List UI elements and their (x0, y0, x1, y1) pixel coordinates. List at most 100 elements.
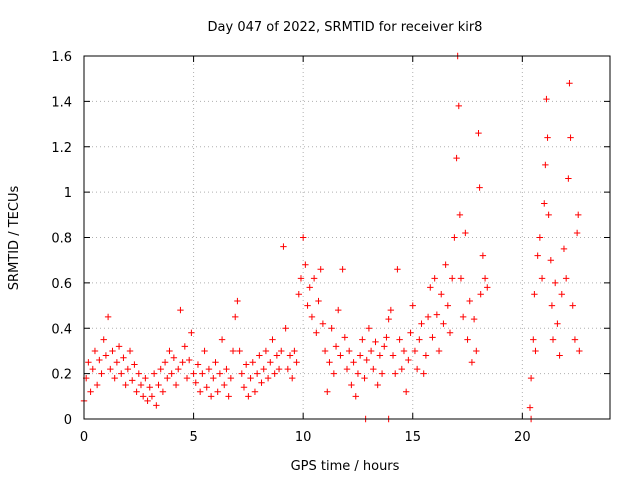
data-point-92 (282, 325, 289, 332)
data-point-14 (111, 374, 118, 382)
data-point-4 (89, 365, 96, 373)
data-point-90 (278, 347, 285, 355)
data-point-58 (207, 393, 215, 400)
data-point-21 (126, 347, 134, 355)
data-point-73 (240, 384, 248, 391)
data-point-40 (168, 370, 175, 377)
data-point-39 (166, 347, 173, 355)
data-point-75 (245, 393, 252, 400)
data-point-50 (190, 370, 197, 377)
data-point-133 (372, 338, 379, 346)
data-point-201 (547, 256, 555, 264)
data-point-95 (289, 374, 296, 382)
y-tick-label-3: 0.6 (51, 277, 72, 292)
data-point-17 (118, 370, 125, 377)
data-point-122 (348, 381, 355, 389)
data-point-179 (468, 359, 476, 366)
data-point-11 (104, 313, 112, 321)
data-point-93 (284, 365, 292, 373)
data-point-174 (457, 275, 465, 282)
data-point-117 (337, 352, 344, 359)
data-point-102 (304, 302, 311, 309)
y-tick-label-1: 0.2 (51, 368, 72, 383)
data-point-140 (387, 306, 395, 314)
data-point-82 (260, 365, 267, 373)
data-point-96 (291, 347, 298, 355)
data-point-87 (271, 370, 278, 377)
data-point-64 (221, 381, 228, 389)
data-point-149 (407, 329, 414, 336)
data-point-68 (229, 347, 237, 355)
data-point-205 (554, 320, 561, 327)
data-point-98 (295, 291, 302, 298)
data-point-27 (139, 393, 147, 400)
data-point-59 (210, 374, 217, 382)
data-point-112 (326, 359, 333, 366)
data-point-139 (385, 315, 392, 323)
data-point-7 (96, 356, 103, 364)
data-point-141 (389, 352, 397, 359)
data-point-188 (526, 404, 534, 411)
y-tick-label-5: 1 (64, 186, 72, 201)
data-point-136 (378, 370, 386, 377)
data-point-69 (232, 313, 239, 321)
data-point-123 (350, 359, 357, 366)
data-point-33 (153, 402, 160, 409)
data-point-18 (120, 354, 127, 361)
data-point-194 (536, 234, 544, 241)
data-point-104 (308, 313, 316, 321)
data-point-176 (462, 229, 469, 237)
data-point-181 (473, 347, 480, 355)
data-point-189 (527, 374, 535, 382)
data-point-71 (236, 347, 243, 355)
data-point-134 (374, 381, 381, 389)
data-point-202 (548, 302, 556, 309)
y-tick-label-6: 1.2 (51, 141, 72, 156)
data-point-215 (573, 229, 581, 237)
data-point-56 (203, 384, 210, 391)
data-point-67 (227, 374, 235, 382)
data-point-47 (183, 374, 191, 382)
x-axis-label: GPS time / hours (291, 459, 400, 474)
data-point-72 (238, 370, 245, 377)
data-point-66 (225, 393, 232, 400)
data-point-154 (418, 320, 425, 327)
data-point-48 (186, 356, 193, 364)
data-point-160 (431, 275, 438, 282)
data-point-119 (341, 334, 349, 341)
data-point-129 (363, 356, 370, 364)
data-point-161 (433, 311, 441, 318)
data-point-109 (319, 320, 327, 327)
data-point-186 (481, 275, 489, 282)
data-point-53 (196, 388, 204, 395)
data-point-113 (328, 325, 335, 332)
data-point-13 (109, 347, 116, 355)
data-point-166 (444, 302, 452, 309)
data-point-16 (115, 343, 123, 350)
data-point-207 (558, 291, 565, 298)
data-point-106 (313, 329, 320, 336)
data-point-127 (359, 336, 366, 343)
data-point-60 (212, 359, 219, 366)
y-tick-label-7: 1.4 (51, 95, 72, 110)
data-point-6 (93, 381, 101, 389)
data-point-153 (416, 336, 423, 343)
data-point-163 (438, 291, 445, 298)
data-point-170 (453, 154, 460, 162)
data-point-195 (538, 275, 546, 282)
data-point-99 (297, 275, 305, 282)
data-point-12 (107, 365, 114, 373)
data-point-46 (181, 343, 189, 350)
data-point-183 (476, 184, 483, 191)
y-tick-label-2: 0.4 (51, 322, 72, 337)
data-point-91 (280, 243, 287, 250)
data-point-63 (218, 336, 226, 343)
data-point-142 (392, 370, 399, 377)
data-point-200 (545, 211, 552, 219)
data-point-80 (256, 352, 263, 359)
x-tick-label-4: 20 (514, 430, 531, 445)
data-point-45 (179, 359, 186, 366)
data-point-203 (549, 336, 557, 343)
data-point-185 (479, 252, 487, 259)
